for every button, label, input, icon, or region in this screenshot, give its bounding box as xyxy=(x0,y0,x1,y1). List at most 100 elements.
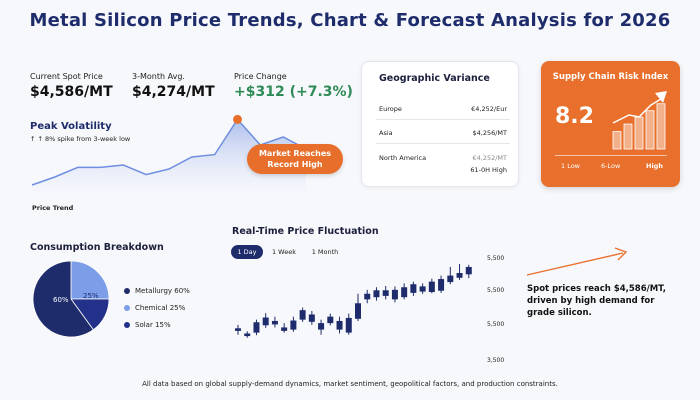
metric-current-spot: Current Spot Price $4,586/MT xyxy=(30,72,113,100)
price-trend-peak-marker[interactable] xyxy=(233,114,242,124)
geo-row-asia: Asia $4,256/MT xyxy=(379,129,507,137)
legend-label: Solar 15% xyxy=(135,321,171,329)
candle-body[interactable] xyxy=(262,317,269,326)
consumption-title: Consumption Breakdown xyxy=(30,242,164,253)
candle-body[interactable] xyxy=(290,320,297,330)
legend-chemical: Chemical 25% xyxy=(124,304,185,312)
y-axis-label: 5,500 xyxy=(487,255,505,262)
risk-bar xyxy=(612,131,622,150)
candle-body[interactable] xyxy=(271,320,278,325)
record-high-badge[interactable]: Market Reaches Record High xyxy=(247,144,343,174)
risk-chart xyxy=(612,91,667,150)
candle-body[interactable] xyxy=(281,327,288,331)
legend-label: Metallurgy 60% xyxy=(135,287,190,295)
candle-body[interactable] xyxy=(419,286,426,292)
candle-body[interactable] xyxy=(235,328,241,331)
metric-value: $4,274/MT xyxy=(132,84,215,100)
risk-bar xyxy=(645,110,655,150)
geo-region: Asia xyxy=(379,129,393,137)
candle-body[interactable] xyxy=(391,289,398,300)
geo-divider xyxy=(376,143,510,144)
candle-body[interactable] xyxy=(465,266,472,275)
metric-value: +$312 (+7.3%) xyxy=(234,84,353,100)
pie-slice-chemical[interactable] xyxy=(70,260,110,300)
pie-label-metallurgy: 60% xyxy=(53,296,69,304)
y-axis-label: 5,500 xyxy=(487,287,505,294)
pie-slice-metallurgy[interactable] xyxy=(32,260,94,338)
candle-body[interactable] xyxy=(244,333,251,337)
candle-body[interactable] xyxy=(438,279,445,291)
y-axis-label: 5,500 xyxy=(487,321,505,328)
candle-body[interactable] xyxy=(382,290,389,296)
candle-body[interactable] xyxy=(318,323,325,330)
legend-label: Chemical 25% xyxy=(135,304,186,312)
risk-title: Supply Chain Risk Index xyxy=(552,72,669,82)
footer-note: All data based on global supply-demand d… xyxy=(142,380,558,388)
risk-scale-line xyxy=(555,155,667,156)
candle-body[interactable] xyxy=(456,273,463,278)
geo-value-sub: 61-0H High xyxy=(470,166,507,174)
candlestick-chart xyxy=(235,263,472,338)
metric-three-month-avg: 3-Month Avg. $4,274/MT xyxy=(132,72,215,100)
metric-value: $4,586/MT xyxy=(30,84,113,100)
candle-body[interactable] xyxy=(253,322,260,333)
volatility-title: Peak Volatility xyxy=(30,121,112,132)
pie-label-chemical: 25% xyxy=(83,292,99,300)
candle-body[interactable] xyxy=(410,284,417,293)
legend-dot xyxy=(124,322,130,328)
legend-dot xyxy=(124,305,130,311)
candle-body[interactable] xyxy=(428,281,435,293)
candle-body[interactable] xyxy=(401,287,408,298)
risk-bar xyxy=(623,123,633,150)
candle-body[interactable] xyxy=(345,317,352,333)
tab-1-week[interactable]: 1 Week xyxy=(271,248,296,256)
price-trend-label: Price Trend xyxy=(32,204,74,212)
geo-value: €4,252/Eur xyxy=(471,105,507,113)
risk-index-card: Supply Chain Risk Index 8.2 1 Low 6-Low … xyxy=(541,61,680,187)
geo-row-europe: Europe €4,252/Eur xyxy=(379,105,507,113)
tab-1-month[interactable]: 1 Month xyxy=(311,248,339,256)
risk-trend-line xyxy=(612,98,662,124)
geo-row-north-america: North America €4,252/MT 61-0H High xyxy=(379,154,507,174)
candle-body[interactable] xyxy=(336,320,343,330)
candle-body[interactable] xyxy=(355,303,361,319)
candle-body[interactable] xyxy=(327,316,334,324)
legend-metallurgy: Metallurgy 60% xyxy=(124,287,190,295)
y-axis-label: 3,500 xyxy=(487,357,505,364)
metric-label: Price Change xyxy=(234,72,287,81)
candle-body[interactable] xyxy=(447,275,454,283)
risk-bar xyxy=(656,103,666,150)
risk-bar xyxy=(634,116,644,150)
geo-title: Geographic Variance xyxy=(379,73,490,84)
record-high-badge-line1: Market Reaches xyxy=(258,149,332,158)
tab-1-day[interactable]: 1 Day xyxy=(231,245,263,259)
candle-body[interactable] xyxy=(308,314,315,322)
fluctuation-title: Real-Time Price Fluctuation xyxy=(232,226,379,237)
geo-divider xyxy=(376,119,510,120)
risk-value: 8.2 xyxy=(555,104,594,129)
risk-scale-mid: 6-Low xyxy=(601,162,621,170)
consumption-pie-chart: 60% 25% xyxy=(32,260,110,338)
metric-label: 3-Month Avg. xyxy=(132,72,185,81)
volatility-subtitle: ↑ ↑ 8% spike from 3-week low xyxy=(30,135,131,143)
geo-value-stack: €4,252/MT 61-0H High xyxy=(470,154,507,178)
candle-body[interactable] xyxy=(373,290,380,298)
metric-label: Current Spot Price xyxy=(30,72,103,81)
risk-scale-high: High xyxy=(646,162,663,170)
geo-region: North America xyxy=(379,154,427,162)
record-high-badge-line2: Record High xyxy=(267,160,323,169)
geo-value: €4,252/MT xyxy=(472,154,507,162)
geographic-variance-card: Geographic Variance Europe €4,252/Eur As… xyxy=(361,61,519,187)
metric-price-change: Price Change +$312 (+7.3%) xyxy=(234,72,353,100)
geo-value: $4,256/MT xyxy=(472,129,507,137)
risk-arrow-icon xyxy=(655,91,667,103)
risk-scale-low: 1 Low xyxy=(561,162,581,170)
callout-arrow-icon xyxy=(526,247,628,276)
legend-solar: Solar 15% xyxy=(124,321,171,329)
legend-dot xyxy=(124,288,130,294)
geo-region: Europe xyxy=(379,105,402,113)
page-title: Metal Silicon Price Trends, Chart & Fore… xyxy=(29,10,671,31)
candle-body[interactable] xyxy=(299,310,306,320)
candle-body[interactable] xyxy=(364,293,371,300)
price-trend-area xyxy=(32,119,306,193)
